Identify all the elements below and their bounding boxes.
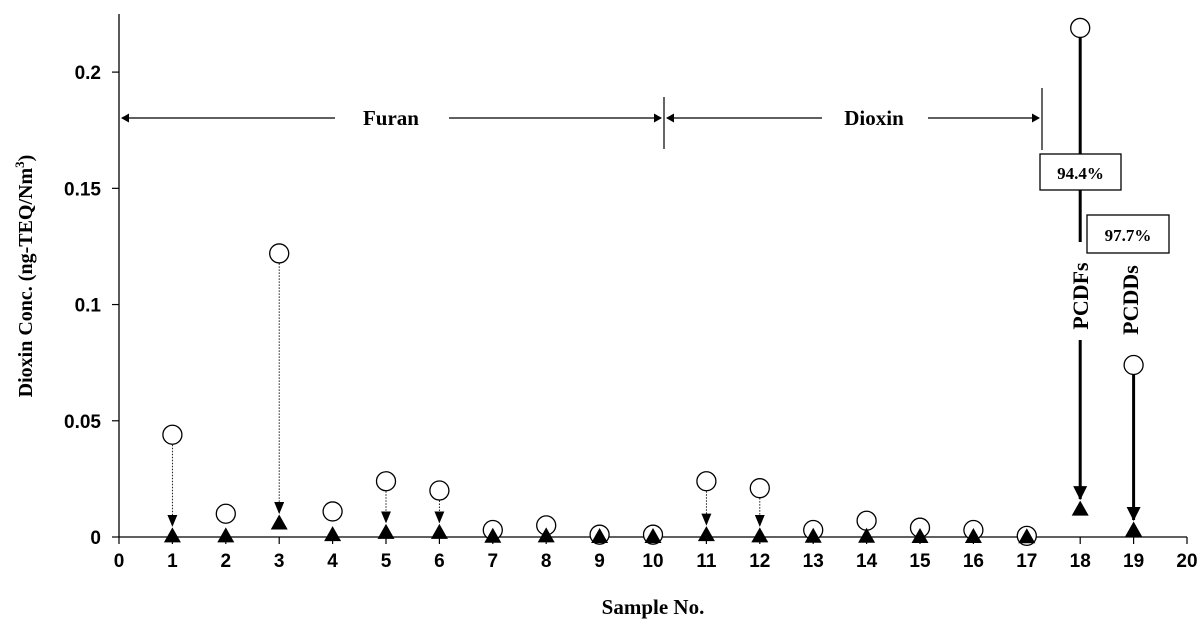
pcdds-annotation: 97.7% PCDDs [1086,214,1170,335]
triangle-point [911,528,929,544]
circle-point [162,424,183,445]
triangle-point [484,527,502,543]
y-tick-label: 0.2 [75,63,101,84]
pcdfs-percent-box [1039,153,1122,191]
circle-point [429,480,450,501]
y-axis-label-suffix: ) [15,155,37,162]
after-treatment-points [163,500,1143,544]
triangle-point [270,514,288,530]
x-tick-label: 9 [594,551,605,572]
x-tick-label: 7 [488,551,499,572]
y-tick-label: 0 [90,528,101,549]
x-tick-label: 0 [114,551,125,572]
x-tick-label: 6 [434,551,445,572]
x-tick-label: 1 [167,551,178,572]
triangle-point [430,523,448,539]
x-tick-label: 3 [274,551,285,572]
pcdds-percent: 97.7% [1105,226,1152,245]
y-tick-label: 0.1 [75,296,102,317]
furan-label: Furan [363,106,419,130]
circle-point [1070,17,1091,39]
triangle-point [1125,521,1143,537]
x-tick-label: 18 [1070,551,1091,572]
pcdfs-percent: 94.4% [1057,164,1104,183]
triangle-point [377,523,395,539]
x-ticks: 0 1 2 3 4 5 6 7 8 9 10 11 12 13 14 15 16 17 18 19 20 [114,537,1198,572]
y-tick-label: 0.15 [64,179,101,200]
circle-point [375,471,397,492]
circle-point [1123,354,1144,376]
x-tick-label: 20 [1176,551,1197,572]
triangle-point [163,527,181,543]
circle-point [749,478,770,499]
triangle-point [858,527,876,543]
x-tick-label: 14 [856,551,878,572]
y-axis-label-sup: 3 [12,161,27,168]
pcdds-label: PCDDs [1118,265,1143,335]
x-tick-label: 11 [696,551,717,572]
triangle-point [697,526,715,542]
x-tick-label: 10 [642,551,663,572]
circle-point [696,471,717,492]
x-tick-label: 17 [1016,551,1037,572]
x-tick-label: 15 [909,551,931,572]
x-tick-label: 13 [803,551,824,572]
triangle-point [1018,528,1036,544]
y-axis-label-main: Dioxin Conc. (ng-TEQ/Nm [15,168,37,398]
triangle-point [217,527,235,543]
triangle-point [1071,500,1089,516]
circle-point [269,243,290,264]
x-tick-label: 2 [221,551,232,572]
circle-point [322,501,343,522]
triangle-point [644,528,662,544]
circle-point [856,510,877,531]
reduction-arrows [167,37,1141,527]
triangle-point [964,528,982,544]
triangle-point [751,527,769,543]
pcdds-percent-box [1086,214,1170,254]
x-tick-label: 12 [749,551,770,572]
x-tick-label: 5 [381,551,392,572]
x-tick-label: 4 [327,551,338,572]
triangle-point [591,528,609,544]
x-tick-label: 16 [963,551,984,572]
pcdfs-label: PCDFs [1068,262,1093,330]
pcdfs-annotation: 94.4% PCDFs [1039,153,1122,340]
before-treatment-points [162,17,1144,546]
triangle-point [324,526,342,542]
y-ticks: 0 0.05 0.1 0.15 0.2 [64,63,119,549]
y-tick-label: 0.05 [64,412,101,433]
x-axis-label: Sample No. [602,595,705,619]
circle-point [215,503,236,524]
dioxin-label: Dioxin [844,106,904,130]
x-tick-label: 8 [541,551,552,572]
x-tick-label: 19 [1123,551,1144,572]
triangle-point [537,527,555,543]
pcdfs-label-backing [1068,242,1090,340]
y-axis-label: Dioxin Conc. (ng-TEQ/Nm3) [12,155,37,398]
triangle-point [804,527,822,543]
